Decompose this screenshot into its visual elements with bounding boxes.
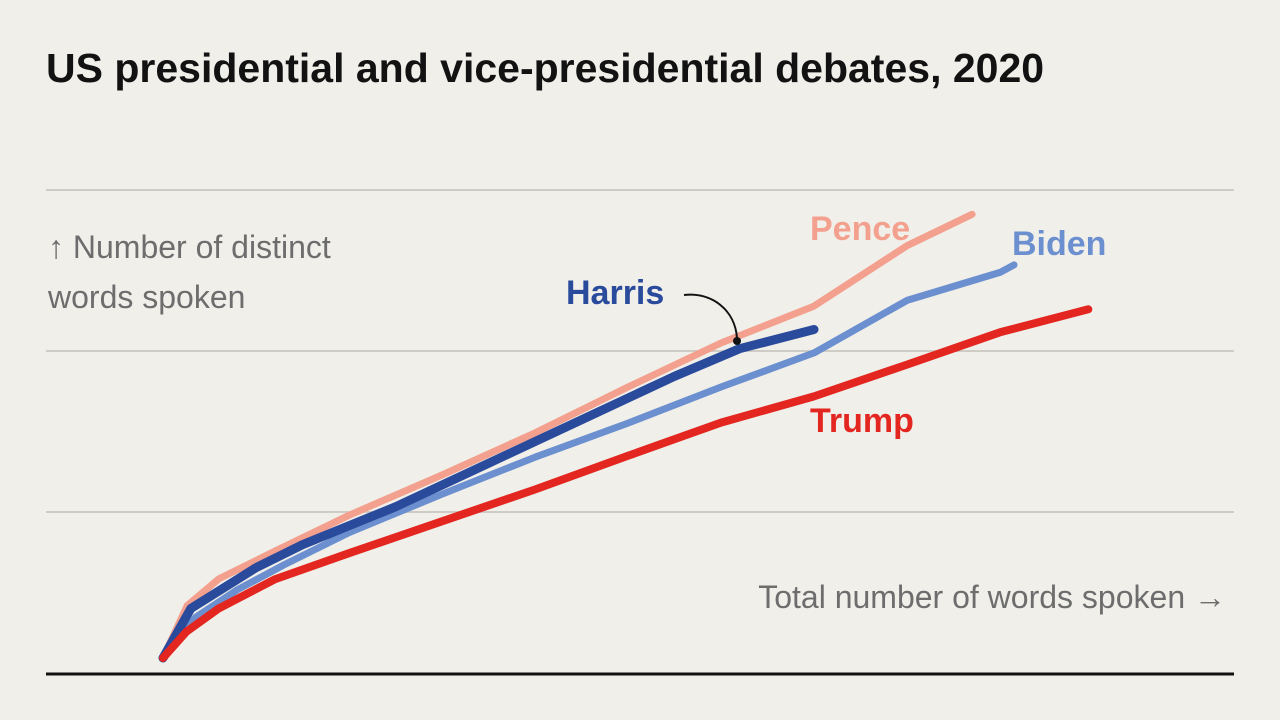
x-axis-label: Total number of words spoken → [758,579,1226,615]
series-labels: Pence Biden Harris Trump [566,210,1106,440]
callout-line [683,293,738,339]
series-line-pence [159,210,976,662]
series-label-biden: Biden [1012,225,1106,263]
harris-callout [683,293,741,345]
series-label-harris: Harris [566,274,664,312]
callout-dot [733,337,741,345]
series-label-pence: Pence [810,210,910,248]
y-axis-label-line2: words spoken [47,279,245,315]
series-layer [158,210,1093,663]
gridlines [46,189,1234,513]
series-label-trump: Trump [810,402,914,440]
y-axis-label-line1: ↑ Number of distinct [48,229,331,265]
series-line-trump [159,305,1093,662]
chart-title: US presidential and vice-presidential de… [46,45,1044,91]
series-line-harris [158,325,819,663]
series-line-biden [159,261,1018,662]
